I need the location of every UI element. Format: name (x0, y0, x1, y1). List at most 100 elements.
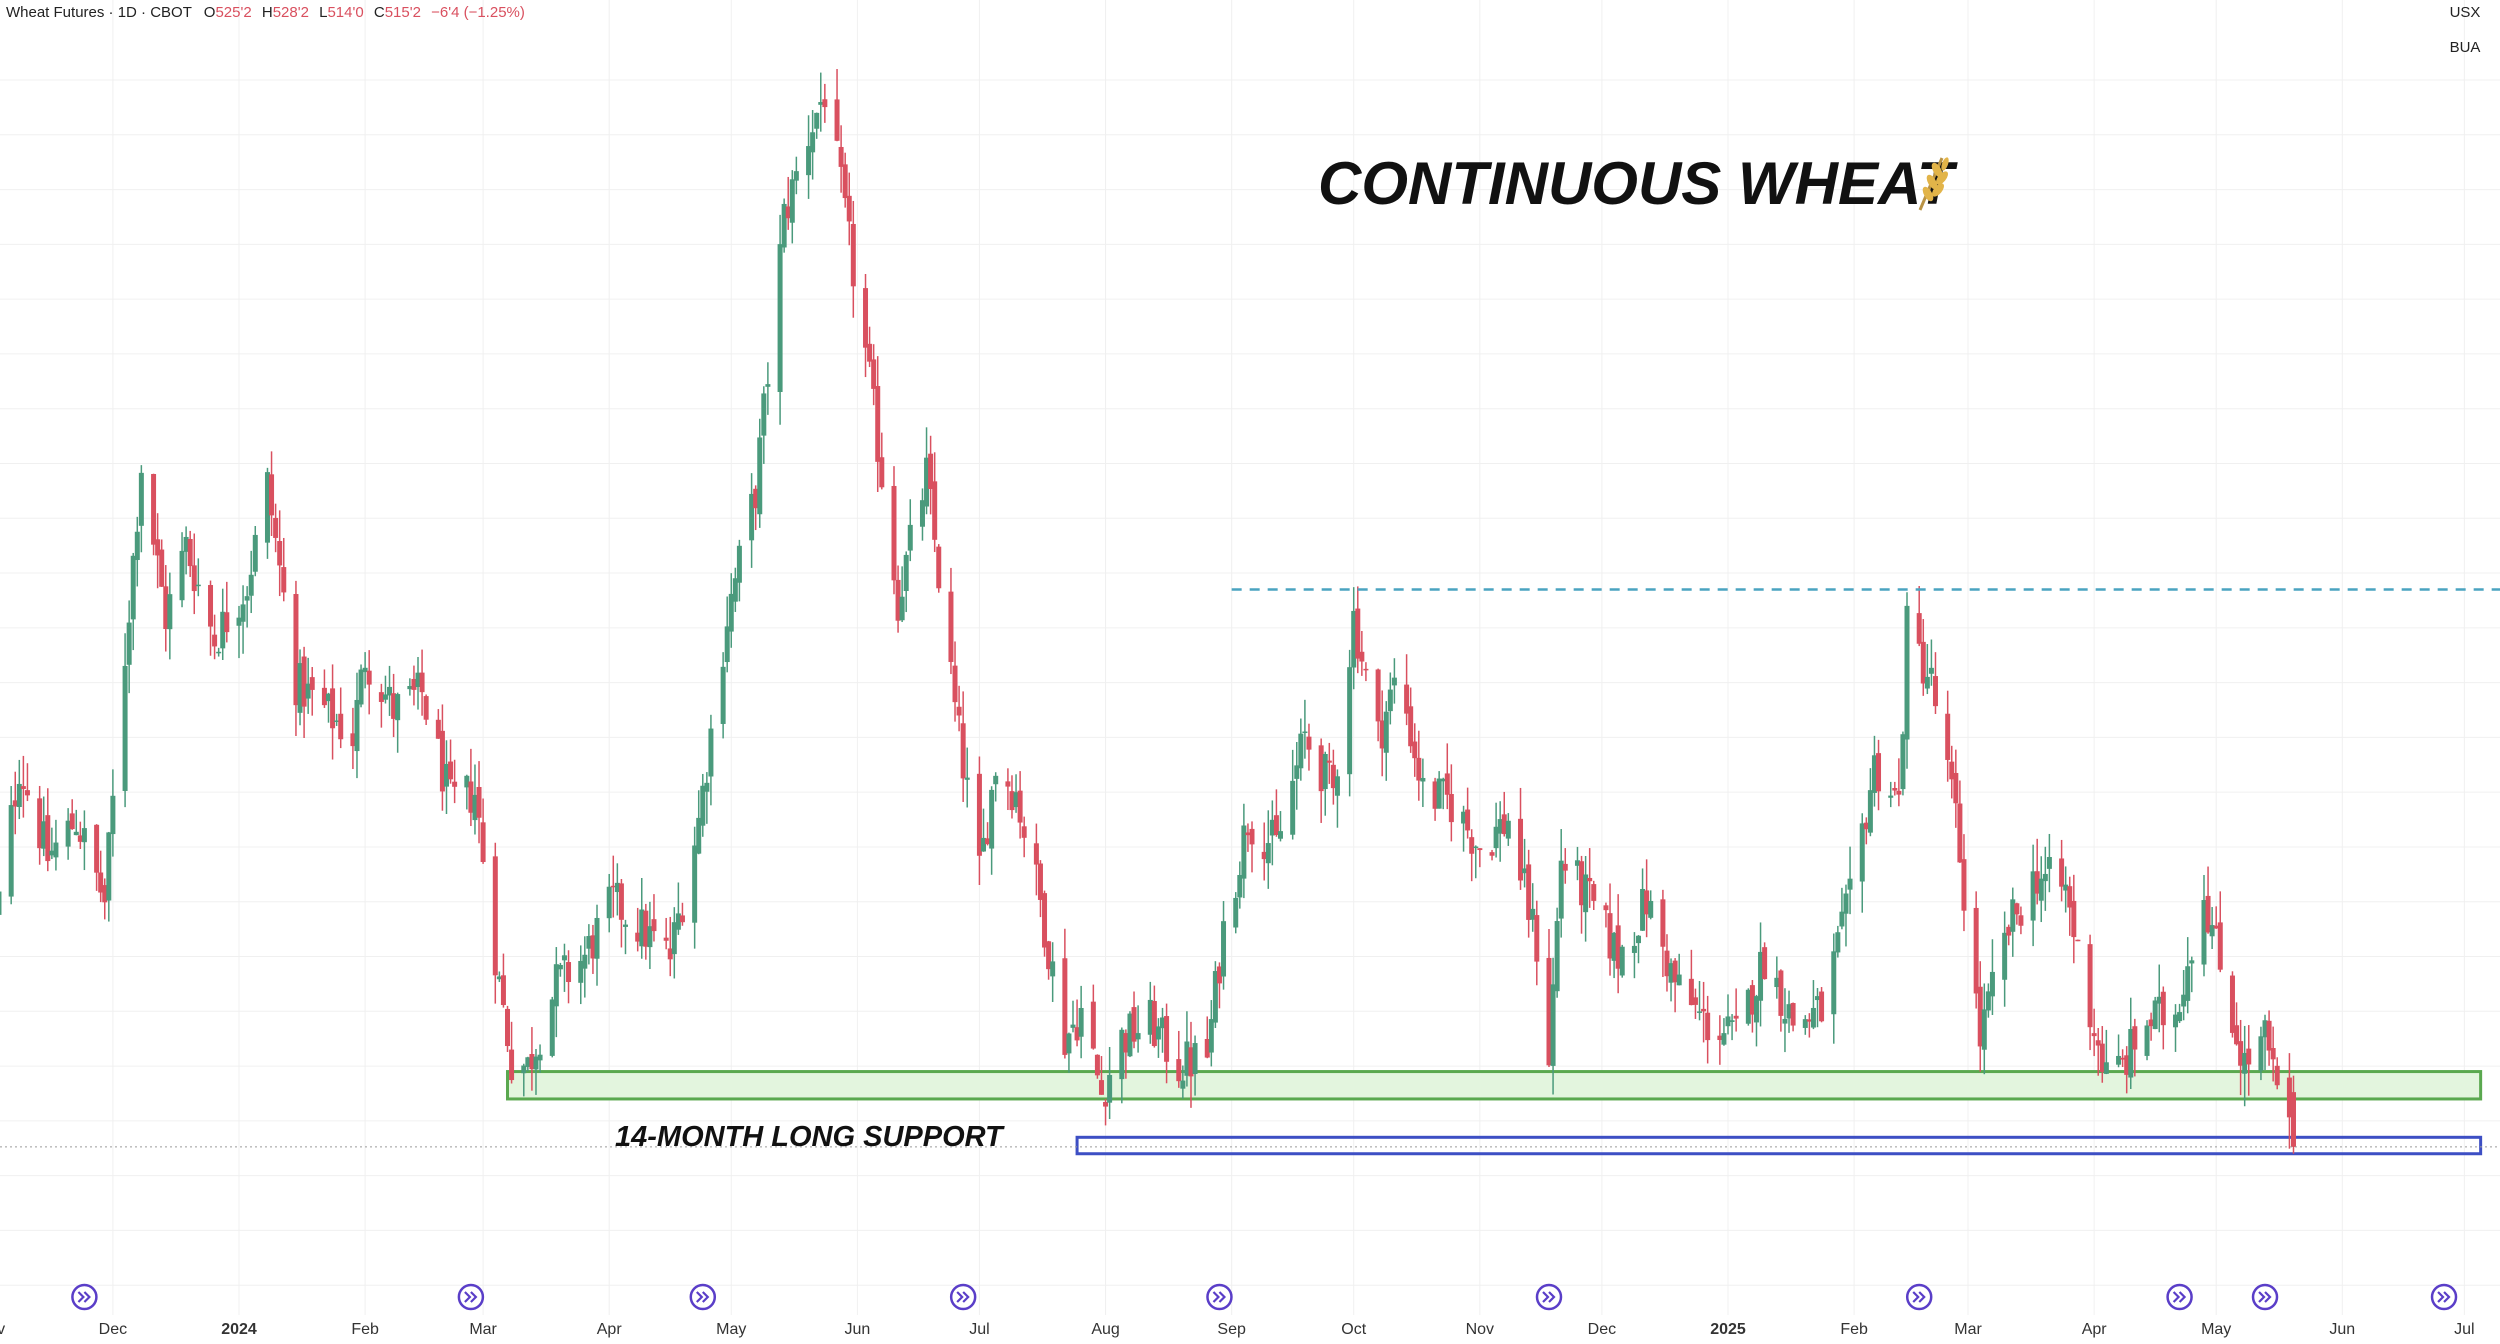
candle-body-down (960, 723, 966, 779)
candle-body-up (1241, 825, 1247, 879)
candle-body-down (269, 474, 275, 516)
candle-body-down (98, 872, 104, 893)
candle-body-up (81, 828, 87, 843)
candle-body-up (1208, 1019, 1214, 1053)
candle-body-down (1164, 1016, 1170, 1062)
event-marker-icon[interactable] (71, 1283, 98, 1311)
candle-body-down (2266, 1020, 2272, 1051)
x-tick-label: 2025 (1710, 1321, 1746, 1338)
candle-body-down (895, 579, 901, 621)
x-tick-label: Oct (1341, 1321, 1366, 1338)
x-tick-label: Dec (99, 1321, 127, 1338)
candle-body-down (1330, 764, 1336, 789)
candle-body-up (472, 794, 478, 821)
event-markers (71, 1283, 2458, 1311)
event-marker-icon[interactable] (1206, 1283, 1233, 1311)
candle-body-down (1672, 960, 1678, 983)
candle-body-up (2173, 1014, 2179, 1028)
candle-body-up (1745, 989, 1751, 1024)
event-marker-icon[interactable] (1905, 1283, 1933, 1311)
candle-body-up (1904, 605, 1910, 740)
candle-body-up (1290, 780, 1296, 835)
candle-body-down (1355, 608, 1361, 659)
candle-body-up (1322, 753, 1328, 790)
candle-body-down (1953, 772, 1959, 804)
candle-body-down (1892, 787, 1898, 791)
candle-body-down (1245, 832, 1251, 836)
candle-body-up (2128, 1028, 2134, 1078)
candle-body-down (391, 693, 397, 719)
candle-body-up (810, 132, 816, 153)
candle-body-up (443, 763, 449, 787)
candle-body-down (2270, 1048, 2276, 1060)
candle-body-up (1635, 935, 1641, 944)
event-marker-icon[interactable] (689, 1283, 717, 1311)
candle-body-up (138, 472, 144, 526)
candle-body-up (1989, 971, 1995, 997)
candle-body-down (224, 612, 230, 633)
candle-body-down (891, 485, 897, 581)
candle-body-up (1127, 1013, 1133, 1057)
candle-body-down (1444, 773, 1450, 795)
candle-body-up (106, 832, 112, 901)
candle-body-down (566, 962, 572, 983)
candle-body-up (41, 821, 47, 849)
high-label: H (262, 4, 273, 21)
x-tick-label: Mar (1954, 1321, 1982, 1338)
candle-body-up (907, 524, 913, 551)
candle-body-up (561, 955, 567, 961)
candle-body-up (2063, 884, 2069, 891)
event-marker-icon[interactable] (2251, 1283, 2279, 1311)
candle-body-down (1042, 893, 1048, 948)
candle-body-down (1412, 741, 1418, 759)
event-marker-icon[interactable] (949, 1283, 977, 1311)
candle-body-up (614, 882, 620, 893)
candle-body-up (818, 102, 824, 105)
candle-body-down (2160, 991, 2166, 1026)
event-marker-icon[interactable] (2430, 1283, 2458, 1311)
candle-body-down (191, 565, 197, 592)
candle-body-up (622, 924, 628, 927)
candle-body-up (1192, 1043, 1198, 1075)
candle-body-down (863, 288, 869, 348)
high-value: 528'2 (273, 4, 309, 21)
candle-body-up (2177, 1012, 2183, 1022)
candle-body-down (281, 567, 287, 593)
candle-body-down (273, 517, 279, 538)
open-value: 525'2 (215, 4, 251, 21)
event-marker-icon[interactable] (457, 1283, 485, 1311)
candle-body-up (578, 960, 584, 983)
change-value: −6'4 (−1.25%) (431, 4, 525, 21)
candle-body-down (1404, 684, 1410, 714)
low-value: 514'0 (327, 4, 363, 21)
candle-body-up (2038, 878, 2044, 901)
candle-body-down (850, 223, 856, 287)
candle-body-up (671, 922, 677, 955)
event-marker-icon[interactable] (2166, 1283, 2193, 1311)
x-tick-label: Nov (0, 1321, 5, 1338)
candle-body-down (423, 696, 429, 720)
candle-body-down (492, 856, 498, 976)
candle-body-up (264, 472, 270, 543)
candle-body-down (1261, 851, 1267, 860)
candle-body-up (2209, 925, 2215, 937)
candle-body-down (1819, 991, 1825, 1022)
candle-body-up (814, 112, 820, 129)
candle-body-down (753, 488, 759, 509)
candle-body-down (529, 1054, 535, 1070)
candle-body-up (606, 886, 612, 919)
candle-body-down (20, 786, 26, 789)
event-marker-icon[interactable] (1535, 1283, 1563, 1311)
candle-body-up (2010, 899, 2016, 932)
candle-body-up (899, 596, 905, 621)
candle-body-up (2189, 960, 2195, 964)
candle-body-up (1473, 846, 1479, 849)
candle-body-down (1733, 1015, 1739, 1019)
candle-body-down (2290, 1092, 2296, 1147)
candle-body-up (964, 777, 970, 780)
candle-body-down (1949, 761, 1955, 780)
candle-body-down (2213, 925, 2219, 929)
event-chevrons (696, 1291, 710, 1303)
